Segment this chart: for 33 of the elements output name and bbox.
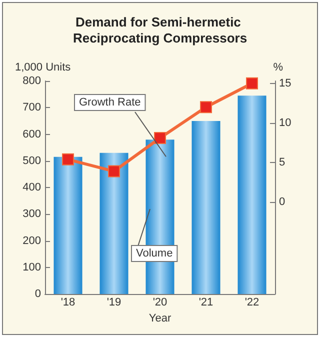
y-tick-label: 0 (34, 288, 41, 300)
bar (238, 96, 266, 294)
y2-tick-label: 10 (279, 116, 292, 129)
bar (54, 156, 82, 294)
point (108, 165, 120, 178)
x-tick-label: '21 (198, 296, 214, 308)
y-tick-label: 500 (22, 154, 41, 167)
point (62, 153, 74, 166)
point (200, 101, 212, 114)
y2-tick-label: 15 (279, 77, 292, 90)
y-tick-label: 800 (22, 75, 41, 87)
y2-tick-label: 0 (279, 196, 286, 208)
x-tick-label: '22 (244, 296, 260, 308)
y2-axis-title: % (273, 62, 284, 74)
x-tick-label: '20 (152, 296, 168, 308)
point (246, 77, 258, 90)
bar (100, 152, 128, 294)
point (154, 132, 166, 144)
x-tick-label: '19 (106, 296, 122, 308)
chart-title: Demand for Semi-hermetic Reciprocating Compressors (72, 14, 248, 46)
y-axis-title: 1,000 Units (15, 62, 72, 74)
text: Growth Rate (79, 96, 141, 108)
y2-tick-label: 5 (279, 156, 286, 169)
y-tick-label: 200 (22, 234, 41, 247)
y-tick-label: 400 (22, 182, 41, 194)
y-tick-label: 600 (22, 128, 41, 140)
bar (192, 120, 220, 294)
y-tick-label: 700 (22, 102, 41, 114)
x-tick-label: '18 (60, 296, 76, 308)
series-label: Volume (136, 248, 173, 260)
y-tick-label: 300 (22, 208, 41, 220)
y-tick-label: 100 (22, 261, 41, 274)
x-axis-title: Year (148, 312, 172, 324)
